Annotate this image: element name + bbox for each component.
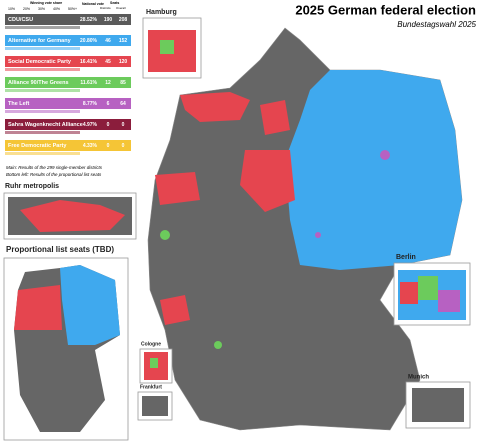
party-row — [5, 56, 131, 67]
inset-label: Munich — [408, 375, 429, 381]
party-scale — [5, 131, 80, 134]
legend-header: Districts — [100, 6, 111, 10]
scale-label: 50%+ — [68, 7, 77, 11]
party-overall: 120 — [119, 59, 128, 65]
prop-west — [14, 285, 62, 330]
title: 2025 German federal election — [295, 2, 476, 17]
saar-region — [160, 295, 190, 325]
inset-label: Hamburg — [146, 9, 177, 16]
party-overall: 208 — [119, 17, 128, 23]
party-row — [5, 140, 131, 151]
legend-header: National vote — [82, 2, 104, 6]
berlin-left — [438, 290, 460, 312]
party-vote: 11.61% — [80, 80, 97, 86]
inset-label: Frankfurt — [140, 384, 162, 390]
party-districts: 45 — [105, 59, 111, 65]
party-name: Free Democratic Party — [8, 143, 67, 149]
inset-label: Ruhr metropolis — [5, 183, 59, 190]
party-name: Social Democratic Party — [8, 59, 72, 65]
party-overall: 0 — [122, 143, 125, 149]
party-scale — [5, 89, 80, 92]
party-scale — [5, 68, 80, 71]
legend-header: Overall — [116, 6, 126, 10]
party-districts: 6 — [107, 101, 110, 107]
scale-label: 40% — [53, 7, 60, 11]
party-districts: 0 — [107, 122, 110, 128]
party-scale — [5, 152, 80, 155]
green-district — [214, 341, 222, 349]
lower-saxony-region — [240, 150, 295, 212]
prop-east — [60, 265, 120, 345]
party-districts: 12 — [105, 80, 111, 86]
party-vote: 28.52% — [80, 17, 98, 23]
party-scale — [5, 110, 80, 113]
berlin-red — [400, 282, 418, 304]
east-region — [285, 70, 462, 270]
party-vote: 8.77% — [83, 101, 98, 107]
party-row — [5, 14, 131, 25]
party-overall: 64 — [120, 101, 126, 107]
inset-label: Cologne — [141, 341, 161, 347]
bremen-region — [260, 100, 290, 135]
note: Main: Results of the 299 single-member d… — [6, 165, 103, 170]
party-overall: 85 — [120, 80, 126, 86]
party-districts: 0 — [107, 143, 110, 149]
party-row — [5, 119, 131, 130]
ruhr-red — [20, 200, 125, 232]
munich-map — [412, 388, 464, 422]
scale-label: 20% — [23, 7, 30, 11]
party-vote: 4.33% — [83, 143, 98, 149]
legend-header: Seats — [110, 1, 119, 5]
party-name: The Left — [8, 101, 30, 107]
frankfurt-map — [142, 396, 168, 416]
party-name: Sahra Wagenknecht Alliance — [8, 122, 83, 128]
party-scale — [5, 26, 80, 29]
legend-header: Winning vote share — [30, 1, 62, 5]
party-overall: 0 — [122, 122, 125, 128]
party-scale — [5, 47, 80, 50]
party-districts: 46 — [105, 38, 111, 44]
party-vote: 4.97% — [83, 122, 98, 128]
inset-label: Berlin — [396, 254, 416, 261]
party-row — [5, 77, 131, 88]
party-row — [5, 35, 131, 46]
left-district — [380, 150, 390, 160]
scale-label: 10% — [8, 7, 15, 11]
left-district — [315, 232, 321, 238]
note: Bottom left: Results of the proportional… — [6, 172, 102, 177]
cologne-green — [150, 358, 158, 368]
party-name: Alternative for Germany — [8, 38, 72, 44]
party-overall: 152 — [119, 38, 128, 44]
hamburg-green — [160, 40, 174, 54]
party-vote: 16.41% — [80, 59, 98, 65]
party-vote: 20.80% — [80, 38, 98, 44]
rhine-region — [155, 172, 200, 205]
party-name: Alliance 90/The Greens — [8, 80, 69, 86]
party-row — [5, 98, 131, 109]
scale-label: 30% — [38, 7, 45, 11]
subtitle: Bundestagswahl 2025 — [397, 20, 476, 29]
inset-label: Proportional list seats (TBD) — [6, 245, 114, 254]
party-name: CDU/CSU — [8, 17, 33, 23]
party-districts: 190 — [104, 17, 113, 23]
north-region — [180, 92, 250, 122]
green-district — [160, 230, 170, 240]
berlin-green — [418, 276, 438, 300]
